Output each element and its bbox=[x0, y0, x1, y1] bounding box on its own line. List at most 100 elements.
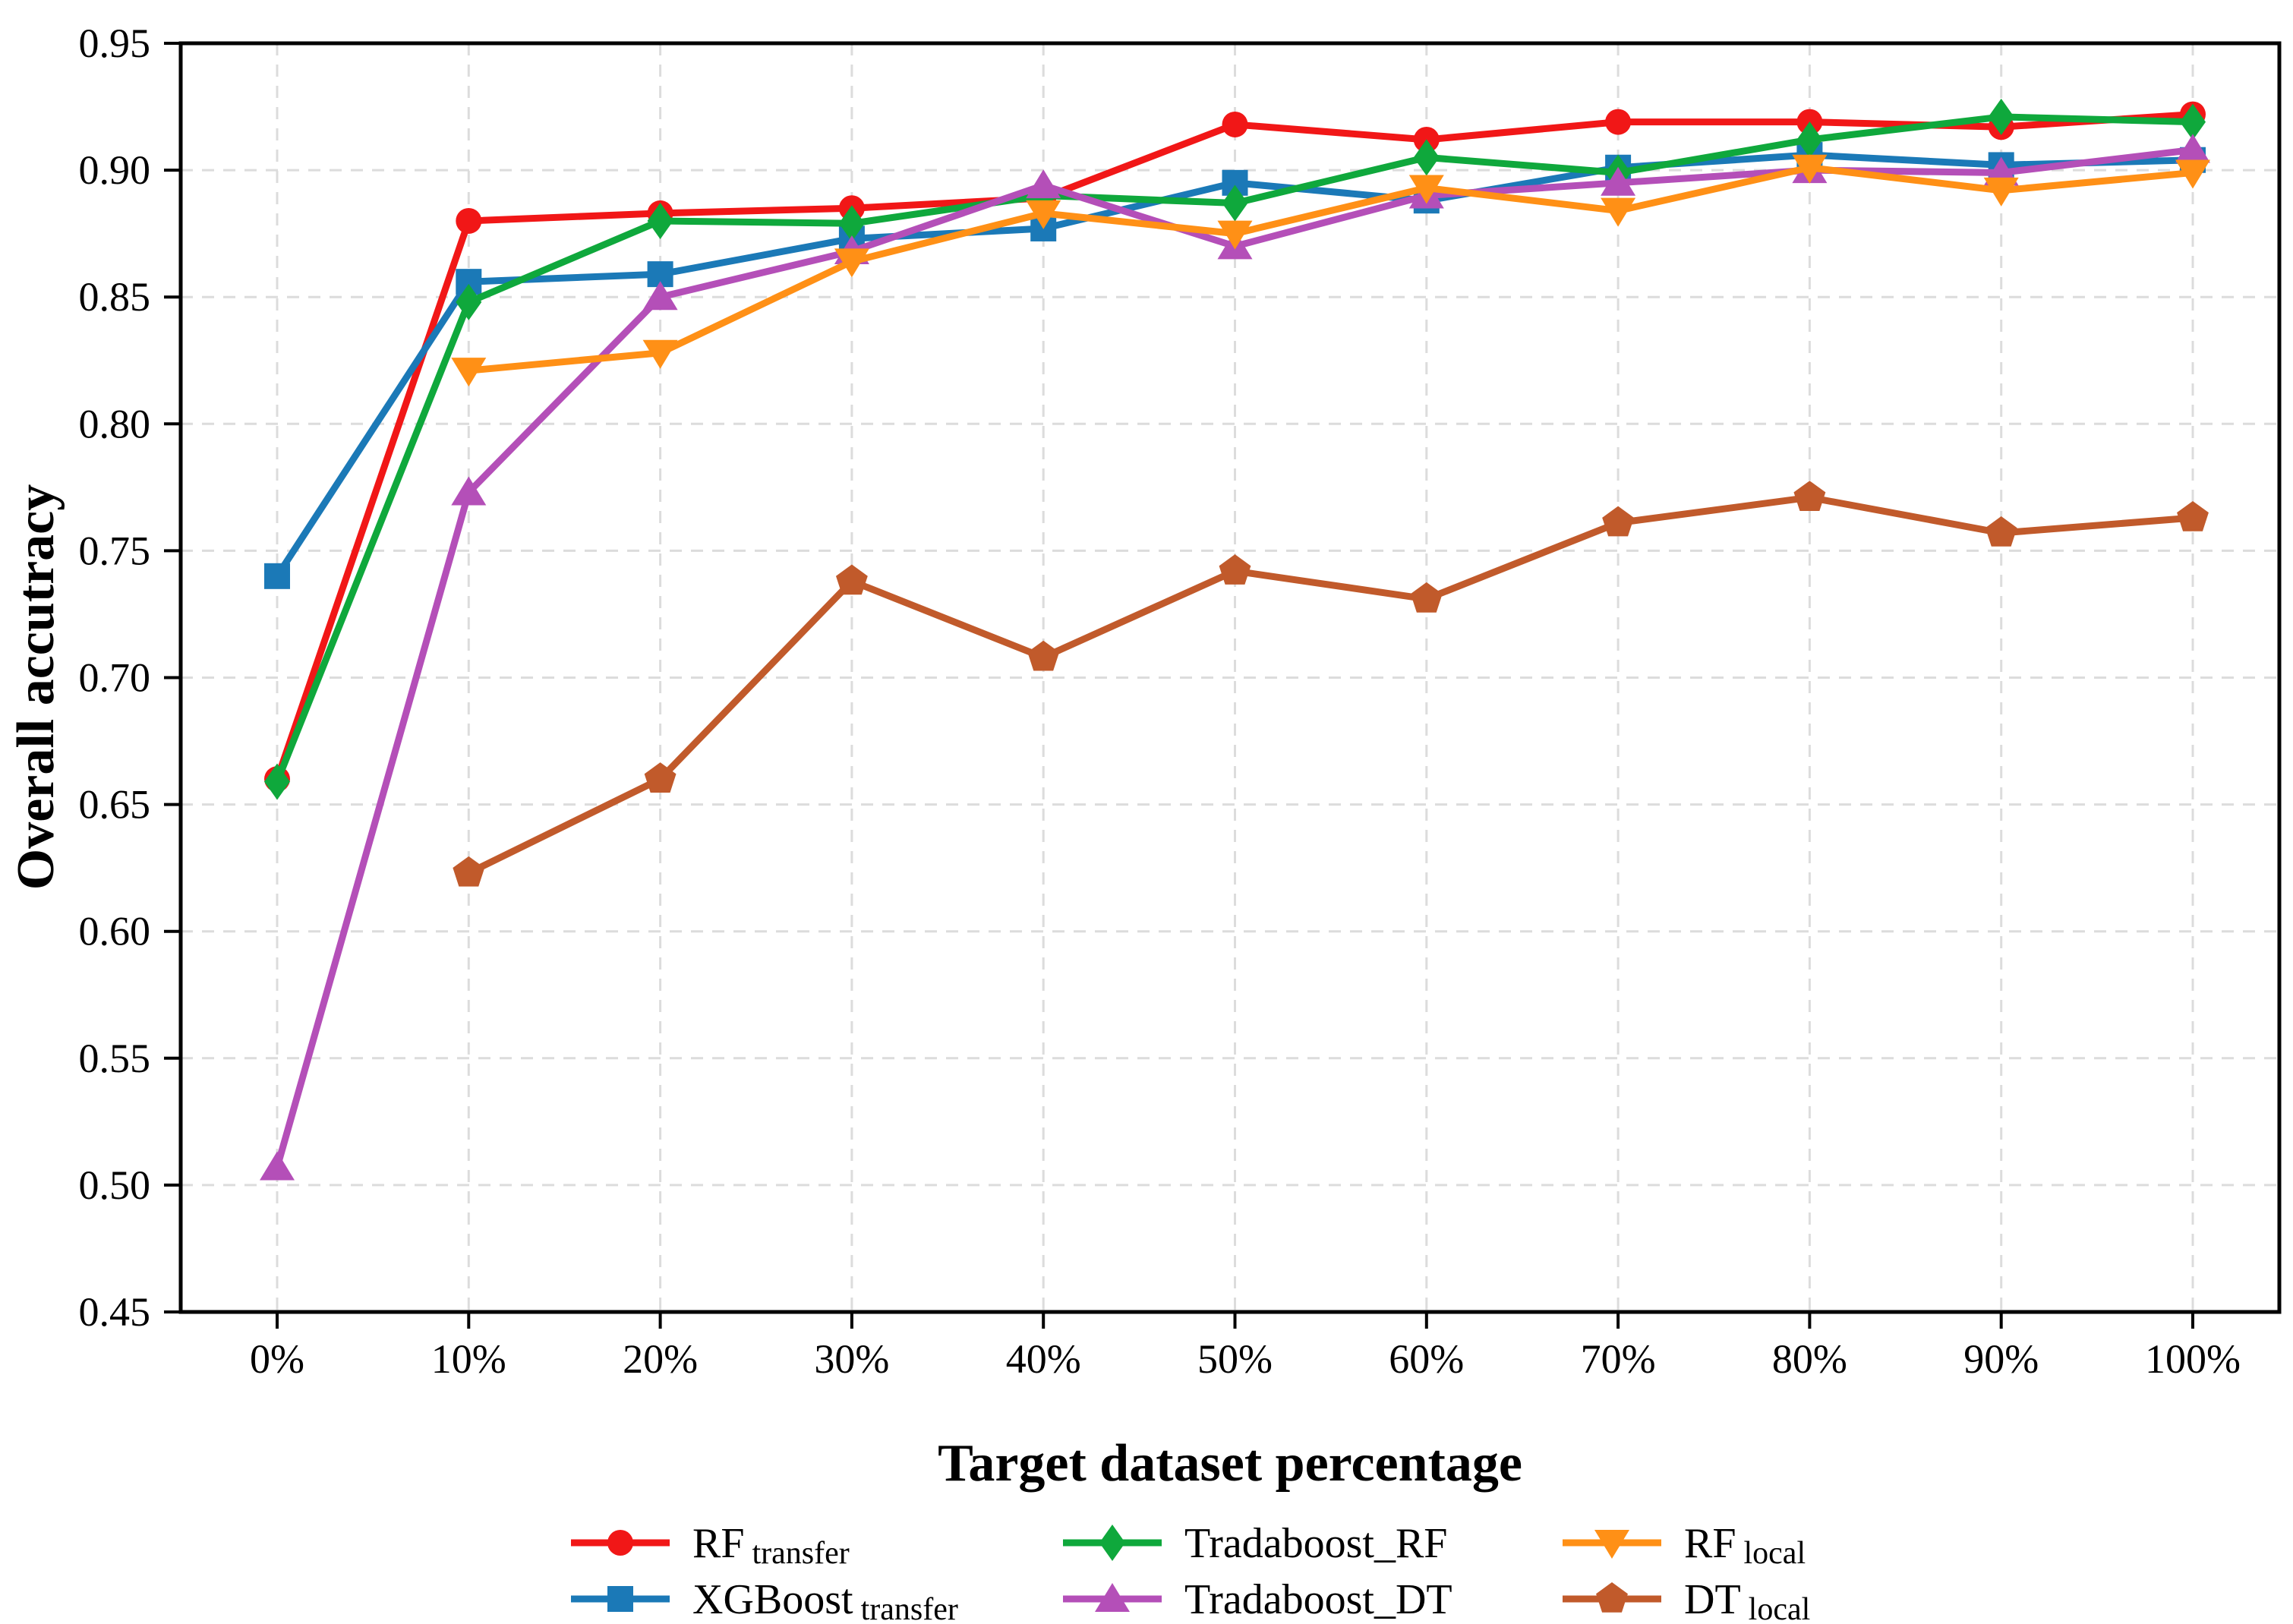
data-point-marker bbox=[642, 339, 678, 369]
data-point-marker bbox=[1988, 98, 2014, 135]
data-point-marker bbox=[1602, 506, 1635, 537]
legend-label-subscript: local bbox=[1749, 1592, 1811, 1624]
x-tick-label: 20% bbox=[623, 1336, 698, 1382]
x-axis-title: Target dataset percentage bbox=[938, 1434, 1522, 1493]
tick-labels-group: 0.45 0.50 0.55 0.60 0.65 0.70 0.75 0.80 0.85 0.90… bbox=[79, 20, 2241, 1382]
legend-label: XGBoost transfer bbox=[692, 1576, 958, 1624]
series-line bbox=[465, 494, 2197, 877]
diamond-icon bbox=[1099, 1525, 1125, 1561]
x-tick-label: 30% bbox=[814, 1336, 889, 1382]
series-line bbox=[465, 164, 2197, 374]
data-point-marker bbox=[1796, 121, 1823, 158]
y-tick-label: 0.60 bbox=[79, 909, 151, 954]
data-point-marker bbox=[1217, 220, 1253, 250]
y-tick-label: 0.50 bbox=[79, 1162, 151, 1208]
legend-label-subscript: local bbox=[1744, 1536, 1806, 1571]
x-tick-label: 10% bbox=[431, 1336, 506, 1382]
data-point-marker bbox=[451, 476, 487, 506]
data-point-marker bbox=[1027, 640, 1060, 671]
legend-label-main: Tradaboost_RF bbox=[1184, 1520, 1447, 1567]
x-tick-label: 70% bbox=[1581, 1336, 1656, 1382]
triangle-down-icon bbox=[1594, 1530, 1629, 1559]
axes-group bbox=[164, 41, 2282, 1329]
legend-label: RF transfer bbox=[692, 1520, 850, 1571]
data-point-marker bbox=[2175, 134, 2210, 163]
legend-label-main: RF bbox=[1684, 1520, 1736, 1567]
data-point-marker bbox=[1410, 582, 1443, 613]
data-point-marker bbox=[456, 283, 482, 320]
data-point-marker bbox=[838, 205, 865, 242]
legend-entry-tradaboost_rf: Tradaboost_RF bbox=[1063, 1520, 1447, 1567]
legend-label-subscript: transfer bbox=[752, 1536, 850, 1571]
x-tick-label: 90% bbox=[1963, 1336, 2039, 1382]
legend-entry-rf-local: RF local bbox=[1563, 1520, 1806, 1571]
data-point-marker bbox=[1026, 169, 1061, 199]
legend-label: Tradaboost_RF bbox=[1184, 1520, 1447, 1567]
data-point-marker bbox=[835, 564, 868, 595]
data-point-marker bbox=[1026, 200, 1061, 229]
legend-entry-xgboost-transfer: XGBoost transfer bbox=[571, 1576, 958, 1624]
data-point-marker bbox=[1983, 177, 2019, 207]
legend-label: DT local bbox=[1684, 1576, 1810, 1624]
y-tick-label: 0.95 bbox=[79, 20, 151, 66]
data-point-marker bbox=[2175, 159, 2210, 189]
data-point-marker bbox=[1222, 111, 1248, 137]
y-tick-label: 0.90 bbox=[79, 147, 151, 193]
legend-label: Tradaboost_DT bbox=[1184, 1576, 1452, 1623]
data-point-marker bbox=[834, 248, 869, 278]
series-dt-local bbox=[453, 481, 2209, 887]
data-point-marker bbox=[2177, 500, 2209, 531]
data-point-marker bbox=[264, 763, 290, 800]
data-point-marker bbox=[264, 563, 290, 589]
square-icon bbox=[607, 1586, 633, 1612]
x-tick-label: 60% bbox=[1389, 1336, 1464, 1382]
y-tick-label: 0.85 bbox=[79, 274, 151, 320]
pentagon-icon bbox=[1596, 1582, 1628, 1613]
data-point-marker bbox=[453, 856, 485, 887]
legend-entry-tradaboost_dt: Tradaboost_DT bbox=[1063, 1576, 1452, 1623]
x-tick-label: 80% bbox=[1772, 1336, 1847, 1382]
data-point-marker bbox=[451, 358, 487, 387]
legend-label: RF local bbox=[1684, 1520, 1806, 1571]
data-point-marker bbox=[1222, 184, 1248, 222]
data-point-marker bbox=[644, 762, 677, 793]
data-point-marker bbox=[642, 281, 678, 311]
y-tick-label: 0.55 bbox=[79, 1036, 151, 1081]
data-point-marker bbox=[647, 202, 673, 239]
legend-label-main: XGBoost bbox=[692, 1576, 853, 1623]
legend-label-main: Tradaboost_DT bbox=[1184, 1576, 1452, 1623]
data-point-marker bbox=[260, 1151, 295, 1181]
y-tick-label: 0.65 bbox=[79, 782, 151, 828]
y-tick-label: 0.75 bbox=[79, 528, 151, 573]
x-tick-label: 0% bbox=[250, 1336, 304, 1382]
circle-icon bbox=[607, 1530, 633, 1556]
data-point-marker bbox=[1413, 139, 1440, 176]
x-tick-label: 40% bbox=[1006, 1336, 1081, 1382]
data-point-marker bbox=[1792, 154, 1828, 184]
y-tick-label: 0.80 bbox=[79, 401, 151, 446]
legend-label-subscript: transfer bbox=[861, 1592, 958, 1624]
series-group bbox=[260, 98, 2210, 1181]
legend-label-main: RF bbox=[692, 1520, 745, 1567]
x-tick-label: 100% bbox=[2145, 1336, 2241, 1382]
x-tick-label: 50% bbox=[1197, 1336, 1273, 1382]
y-axis-title: Overall accutracy bbox=[7, 484, 65, 891]
legend-label-main: DT bbox=[1684, 1576, 1741, 1623]
data-point-marker bbox=[1985, 516, 2017, 547]
data-point-marker bbox=[456, 207, 482, 234]
y-tick-label: 0.70 bbox=[79, 655, 151, 701]
triangle-up-icon bbox=[1095, 1583, 1130, 1612]
data-point-marker bbox=[1219, 554, 1251, 585]
data-point-marker bbox=[1793, 481, 1826, 512]
series-rf-local bbox=[451, 154, 2210, 387]
legend-entry-dt-local: DT local bbox=[1563, 1576, 1810, 1624]
data-point-marker bbox=[2180, 103, 2206, 140]
data-point-marker bbox=[1601, 197, 1636, 227]
data-point-marker bbox=[1408, 175, 1444, 204]
legend-entry-rf-transfer: RF transfer bbox=[571, 1520, 850, 1571]
data-point-marker bbox=[1605, 109, 1632, 135]
